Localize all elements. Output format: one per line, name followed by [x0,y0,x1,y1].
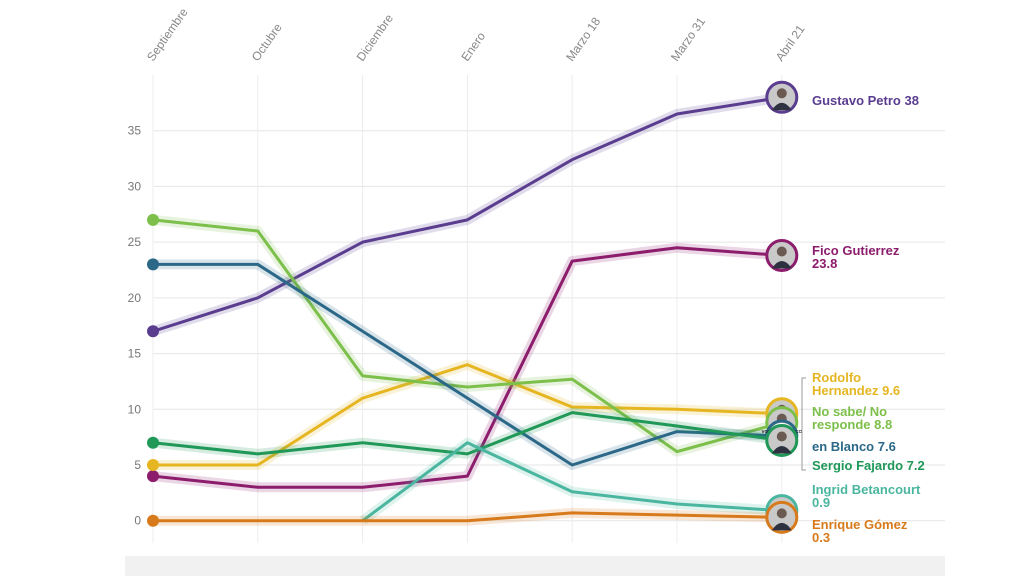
series-value: 0.9 [812,495,831,510]
line [152,246,782,489]
series-value: 9.6 [882,383,901,398]
start-dot [147,258,159,271]
y-tick-label: 5 [134,458,141,472]
series-label: en Blanco 7.6 [812,440,962,453]
y-tick-label: 0 [134,514,141,528]
avatar-head [776,431,787,442]
series-value: 7.2 [906,458,925,473]
series-name: Rodolfo Hernandez [812,370,879,398]
avatar-head [776,508,787,519]
y-tick-label: 10 [128,402,142,416]
label-bracket [801,377,806,471]
start-dot [147,470,159,483]
series-label: Ingrid Betancourt 0.9 [812,483,932,509]
start-dot [147,459,159,471]
line [152,218,783,454]
x-tick-label: Marzo 18 [563,14,603,63]
avatar-head [776,246,787,257]
y-tick-label: 35 [128,124,142,138]
series-name: Enrique Gómez [812,517,908,532]
series-name: Gustavo Petro [812,93,901,108]
avatar-body [771,261,792,269]
series-name: Ingrid Betancourt [812,482,921,497]
end-avatar [765,423,799,457]
series-label: Rodolfo Hernandez 9.6 [812,371,912,397]
x-tick-label: Enero [458,29,488,64]
x-tick-label: Abril 21 [773,22,808,64]
series-name: Fico Gutierrez [812,243,900,258]
series-label: Gustavo Petro 38 [812,94,962,107]
series-value: 23.8 [812,256,838,271]
y-tick-label: 30 [128,179,142,193]
line [152,411,783,456]
series-value: 7.6 [877,439,896,454]
footer-strip [125,556,945,576]
x-tick-label: Octubre [249,20,285,63]
line [153,262,782,467]
y-tick-label: 20 [128,291,142,305]
x-tick-label: Diciembre [354,11,397,64]
series-label: Enrique Gómez 0.3 [812,518,912,544]
start-dot [147,514,159,527]
series-label: Fico Gutierrez 23.8 [812,244,912,270]
end-avatar [765,239,799,273]
y-tick-label: 15 [128,347,142,361]
line [152,95,783,333]
end-avatar [765,80,799,114]
start-dot [147,436,159,449]
series-label: Sergio Fajardo 7.2 [812,459,962,472]
y-tick-label: 25 [128,235,142,249]
avatar-body [771,522,792,531]
series-value: 8.8 [874,417,893,432]
end-avatar [765,500,799,534]
start-dot [147,325,159,338]
avatar-head [776,88,787,99]
series-label: No sabe/ No responde 8.8 [812,405,902,431]
line [361,441,782,522]
x-tick-label: Marzo 31 [668,14,708,63]
start-dot [147,213,159,226]
series-name: en Blanco [812,439,875,454]
series-value: 38 [904,93,919,108]
line [153,511,782,523]
avatar-body [771,445,792,454]
line [153,363,782,467]
series-value: 0.3 [812,530,831,545]
avatar-body [771,102,792,111]
x-tick-label: Septiembre [144,5,191,64]
series-name: Sergio Fajardo [812,458,904,473]
series-name: No sabe/ No responde [812,404,888,432]
